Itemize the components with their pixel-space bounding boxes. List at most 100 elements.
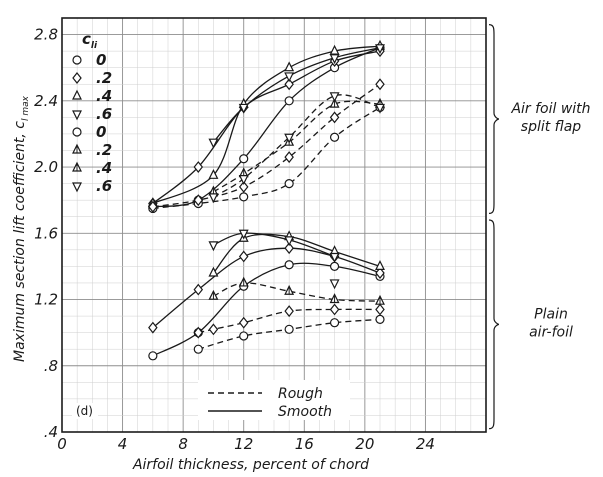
marker-triangle-down [72, 182, 82, 193]
marker-triangle-down [238, 175, 249, 185]
marker-circle [329, 261, 340, 271]
x-tick-label: 8 [178, 435, 188, 453]
series-line-smooth [152, 247, 381, 329]
marker-circle [72, 127, 82, 137]
group-brackets: Air foil with split flap Plain air-foil [488, 24, 591, 430]
marker-circle [72, 55, 82, 65]
marker-diamond [208, 323, 219, 336]
x-tick-label: 20 [355, 435, 374, 453]
marker-triangle-down [72, 110, 82, 121]
series-line-smooth [213, 232, 335, 258]
marker-triangle-down [284, 236, 295, 247]
marker-circle [239, 192, 249, 202]
y-tick-label: 1.2 [34, 291, 58, 309]
marker-diamond [148, 321, 158, 334]
x-axis-label: Airfoil thickness, percent of chord [132, 457, 369, 473]
key-value: .4 [96, 87, 112, 105]
legend-rough-label: Rough [278, 386, 323, 402]
marker-triangle-down [284, 72, 295, 83]
group-label-line1: Plain [534, 306, 568, 322]
marker-diamond [72, 72, 82, 84]
series-line-rough [213, 94, 381, 198]
group-label-line1: Air foil with [510, 101, 590, 117]
marker-circle [148, 351, 158, 361]
series-layer [152, 45, 381, 357]
marker-diamond [238, 316, 249, 329]
marker-triangle-up [72, 89, 82, 100]
marker-triangle-down [238, 229, 249, 240]
marker-diamond [193, 283, 204, 296]
y-axis-label-subscript: l max [21, 95, 31, 121]
marker-circle [375, 314, 385, 324]
axis-ticks: 0 4 8 12 16 20 24 .4 .8 1.2 1.6 2.0 2.4 2.8 [34, 26, 435, 453]
marker-diamond [193, 326, 204, 339]
marker-triangle-down [208, 138, 219, 149]
key-value: .4 [96, 159, 112, 177]
marker-key: cli 0.2.4.60.2.4.6 [72, 30, 112, 195]
marker-diamond [284, 151, 294, 164]
marker-circle [284, 260, 294, 270]
marker-diamond [148, 200, 158, 213]
marker-diamond [193, 194, 204, 207]
key-value: 0 [96, 123, 106, 141]
marker-circle [239, 154, 249, 164]
marker-triangle-down [284, 133, 295, 144]
grid [61, 17, 487, 433]
marker-triangle-up [208, 266, 219, 277]
x-tick-label: 24 [416, 435, 435, 453]
series-line-smooth [152, 50, 381, 204]
group-bracket [488, 24, 500, 215]
series-line-smooth [152, 47, 381, 208]
marker-diamond [193, 161, 204, 174]
marker-triangle-up [208, 168, 219, 179]
y-tick-label: 2.8 [34, 26, 58, 44]
plot-frame [61, 17, 487, 433]
group-label-line2: split flap [521, 119, 582, 135]
y-tick-label: 2.0 [34, 158, 58, 176]
marker-diamond [284, 78, 294, 91]
key-value: 0 [96, 51, 106, 69]
marker-diamond [375, 78, 385, 91]
marker-diamond [284, 305, 294, 318]
markers-layer [147, 39, 385, 361]
marker-circle [284, 179, 294, 189]
marker-triangle-down [375, 44, 385, 55]
svg-text:(d): (d) [76, 404, 93, 418]
marker-triangle-up [329, 44, 340, 55]
marker-diamond [375, 303, 385, 316]
y-axis-label-main: Maximum section lift coefficient, c [12, 121, 28, 362]
marker-diamond [329, 303, 340, 316]
marker-triangle-up [375, 260, 385, 270]
series-line-smooth [212, 47, 381, 143]
marker-triangle-down [208, 193, 219, 204]
marker-diamond [238, 250, 249, 263]
key-value: .2 [96, 141, 112, 159]
series-line-rough [152, 83, 381, 208]
marker-triangle-down [208, 241, 219, 252]
x-tick-label: 0 [57, 435, 67, 453]
marker-diamond [284, 242, 294, 255]
group-bracket [488, 219, 500, 430]
marker-triangle-down [329, 279, 340, 290]
marker-triangle-down [238, 103, 249, 114]
marker-circle [284, 324, 294, 334]
legend-smooth-label: Smooth [278, 404, 332, 420]
key-header: cli [82, 30, 98, 51]
marker-circle [329, 132, 340, 142]
marker-circle [239, 331, 249, 341]
panel-label: (d) [72, 403, 98, 419]
x-tick-label: 16 [295, 435, 314, 453]
y-tick-label: .8 [44, 357, 58, 375]
y-tick-label: 2.4 [34, 92, 58, 110]
marker-triangle-down [329, 252, 340, 263]
key-value: .6 [96, 177, 112, 195]
series-line-rough [213, 282, 381, 302]
legend: Rough Smooth [198, 380, 350, 420]
marker-diamond [375, 267, 385, 279]
y-axis-label: Maximum section lift coefficient, cl max [12, 95, 31, 362]
key-value: .6 [96, 105, 112, 123]
group-label-line2: air-foil [529, 324, 573, 340]
marker-circle [329, 318, 340, 328]
marker-triangle-down [329, 54, 340, 65]
